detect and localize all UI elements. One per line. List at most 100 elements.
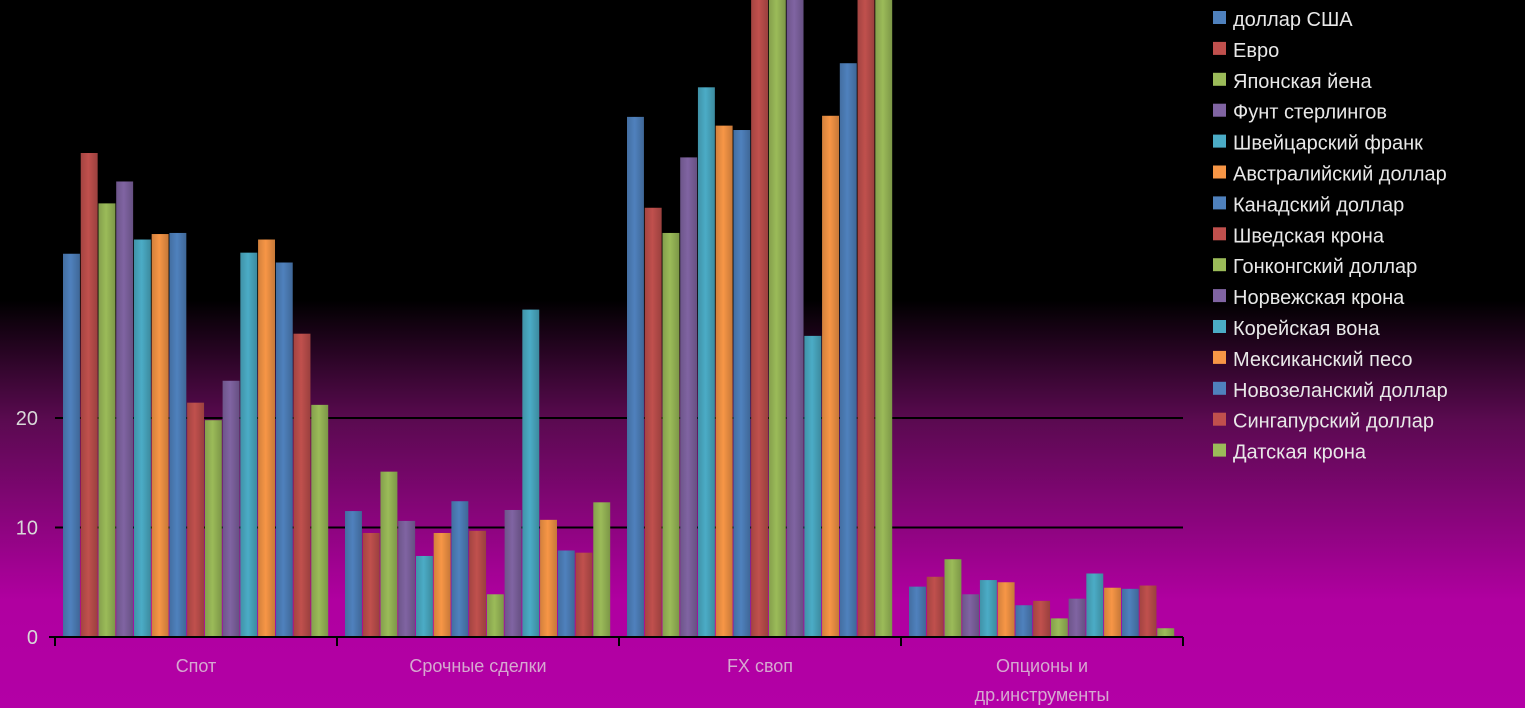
legend-label: Швейцарский франк <box>1233 133 1423 155</box>
legend-swatch <box>1213 11 1226 24</box>
bar <box>697 87 715 637</box>
bar <box>240 252 258 637</box>
y-tick-label: 10 <box>16 518 38 540</box>
bar <box>415 555 433 637</box>
bar <box>644 207 662 637</box>
bar <box>398 520 416 637</box>
bar <box>540 519 557 637</box>
bar <box>944 559 962 637</box>
bar <box>433 532 451 637</box>
legend-swatch <box>1213 320 1226 333</box>
bar <box>1086 573 1104 637</box>
bar <box>962 594 980 637</box>
bar <box>768 0 786 637</box>
bar <box>1015 605 1033 637</box>
bar <box>786 0 804 637</box>
bar <box>822 115 839 637</box>
bar <box>627 116 644 638</box>
bar <box>187 402 205 637</box>
bar <box>680 157 698 637</box>
legend-label: Евро <box>1233 40 1279 62</box>
bar <box>486 594 504 637</box>
bar <box>662 232 680 637</box>
bar <box>875 0 893 637</box>
legend-label: Канадский доллар <box>1233 194 1404 216</box>
bar <box>204 420 222 637</box>
bar <box>557 550 575 637</box>
x-tick-label: др.инструменты <box>975 685 1110 705</box>
legend-label: Шведская крона <box>1233 225 1385 247</box>
bar <box>1050 618 1068 637</box>
bar <box>1104 587 1121 637</box>
bar <box>98 203 116 637</box>
bar <box>1068 598 1086 637</box>
bar <box>169 232 187 637</box>
bar <box>451 501 469 637</box>
legend-label: доллар США <box>1233 9 1353 31</box>
legend-label: Японская йена <box>1233 71 1372 93</box>
bar <box>733 130 751 637</box>
bar <box>1121 588 1139 637</box>
bar <box>258 239 275 637</box>
bar <box>151 234 169 638</box>
legend-swatch <box>1213 350 1226 364</box>
legend-swatch <box>1213 412 1226 426</box>
legend-label: Норвежская крона <box>1233 287 1405 309</box>
bar <box>1033 600 1051 637</box>
legend-swatch <box>1213 381 1226 395</box>
bar <box>311 404 329 637</box>
legend-swatch <box>1213 72 1226 86</box>
x-tick-label: FX своп <box>727 656 793 676</box>
legend-swatch <box>1213 289 1226 303</box>
legend-swatch <box>1213 227 1226 241</box>
bar <box>275 262 293 637</box>
legend-label: Фунт стерлингов <box>1233 102 1387 124</box>
legend-swatch <box>1213 165 1226 179</box>
legend-label: Датская крона <box>1233 442 1367 464</box>
x-tick-label: Спот <box>176 656 217 676</box>
bar <box>804 335 822 638</box>
x-tick-label: Срочные сделки <box>409 656 546 676</box>
bar <box>997 582 1015 637</box>
y-tick-label: 20 <box>16 408 38 430</box>
bar <box>715 125 733 637</box>
bar <box>593 502 611 637</box>
bar <box>293 333 311 637</box>
bar <box>63 253 80 637</box>
bar <box>926 576 944 637</box>
bar <box>839 63 857 638</box>
legend-swatch <box>1213 258 1226 272</box>
bar <box>133 239 151 637</box>
bar <box>80 153 98 637</box>
x-tick-label: Опционы и <box>996 656 1088 676</box>
bar <box>979 580 997 637</box>
legend-swatch <box>1213 103 1226 117</box>
bar <box>522 309 540 637</box>
bar <box>751 0 769 637</box>
legend-swatch <box>1213 443 1226 457</box>
legend-label: Австралийский доллар <box>1233 164 1447 186</box>
y-tick-label: 0 <box>27 627 38 649</box>
legend-label: Корейская вона <box>1233 318 1380 340</box>
bar <box>222 380 240 637</box>
legend-label: Сингапурский доллар <box>1233 411 1434 433</box>
bar <box>345 511 362 637</box>
bar <box>362 532 380 637</box>
legend-swatch <box>1213 41 1226 55</box>
bar <box>857 0 875 637</box>
legend-label: Новозеланский доллар <box>1233 380 1448 402</box>
bar <box>575 552 593 637</box>
bar <box>1139 585 1157 637</box>
legend-label: Гонконгский доллар <box>1233 256 1417 278</box>
legend-swatch <box>1213 196 1226 210</box>
bar <box>380 471 398 637</box>
legend-label: Мексиканский песо <box>1233 349 1412 371</box>
bar <box>116 181 134 638</box>
bar <box>909 586 926 637</box>
bar <box>1157 628 1175 637</box>
legend-swatch <box>1213 134 1226 148</box>
bar <box>504 509 522 637</box>
bar <box>469 530 487 637</box>
